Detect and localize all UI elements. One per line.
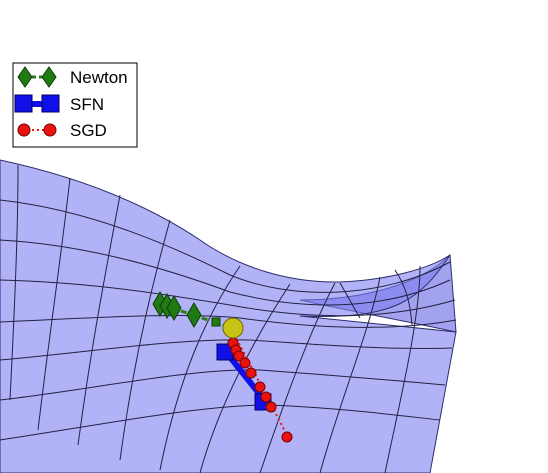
surface-grid-rows <box>0 199 457 441</box>
legend-item-sgd: SGD <box>17 121 107 140</box>
legend-label-newton: Newton <box>70 68 128 87</box>
newton-marker <box>211 317 221 327</box>
newton-markers <box>152 291 221 328</box>
saddle-surface <box>0 159 457 473</box>
newton-marker <box>186 302 202 328</box>
sgd-marker <box>245 367 257 379</box>
sgd-marker <box>265 401 277 413</box>
sgd-marker <box>260 391 272 403</box>
diamond-icon <box>17 66 33 88</box>
circle-icon <box>43 123 57 137</box>
square-icon <box>41 94 60 113</box>
sgd-markers <box>227 337 293 443</box>
legend-item-sfn: SFN <box>14 94 104 114</box>
sgd-marker <box>254 381 266 393</box>
diamond-icon <box>41 66 57 88</box>
square-icon <box>14 94 33 113</box>
sgd-marker <box>239 357 251 369</box>
legend: Newton SFN SGD <box>12 62 138 148</box>
legend-item-newton: Newton <box>17 66 128 88</box>
legend-label-sfn: SFN <box>70 95 104 114</box>
newton-marker <box>166 295 182 321</box>
circle-icon <box>17 123 31 137</box>
start-point-marker <box>222 317 244 339</box>
sgd-marker <box>233 350 245 362</box>
legend-label-sgd: SGD <box>70 121 107 140</box>
sgd-marker <box>281 431 293 443</box>
